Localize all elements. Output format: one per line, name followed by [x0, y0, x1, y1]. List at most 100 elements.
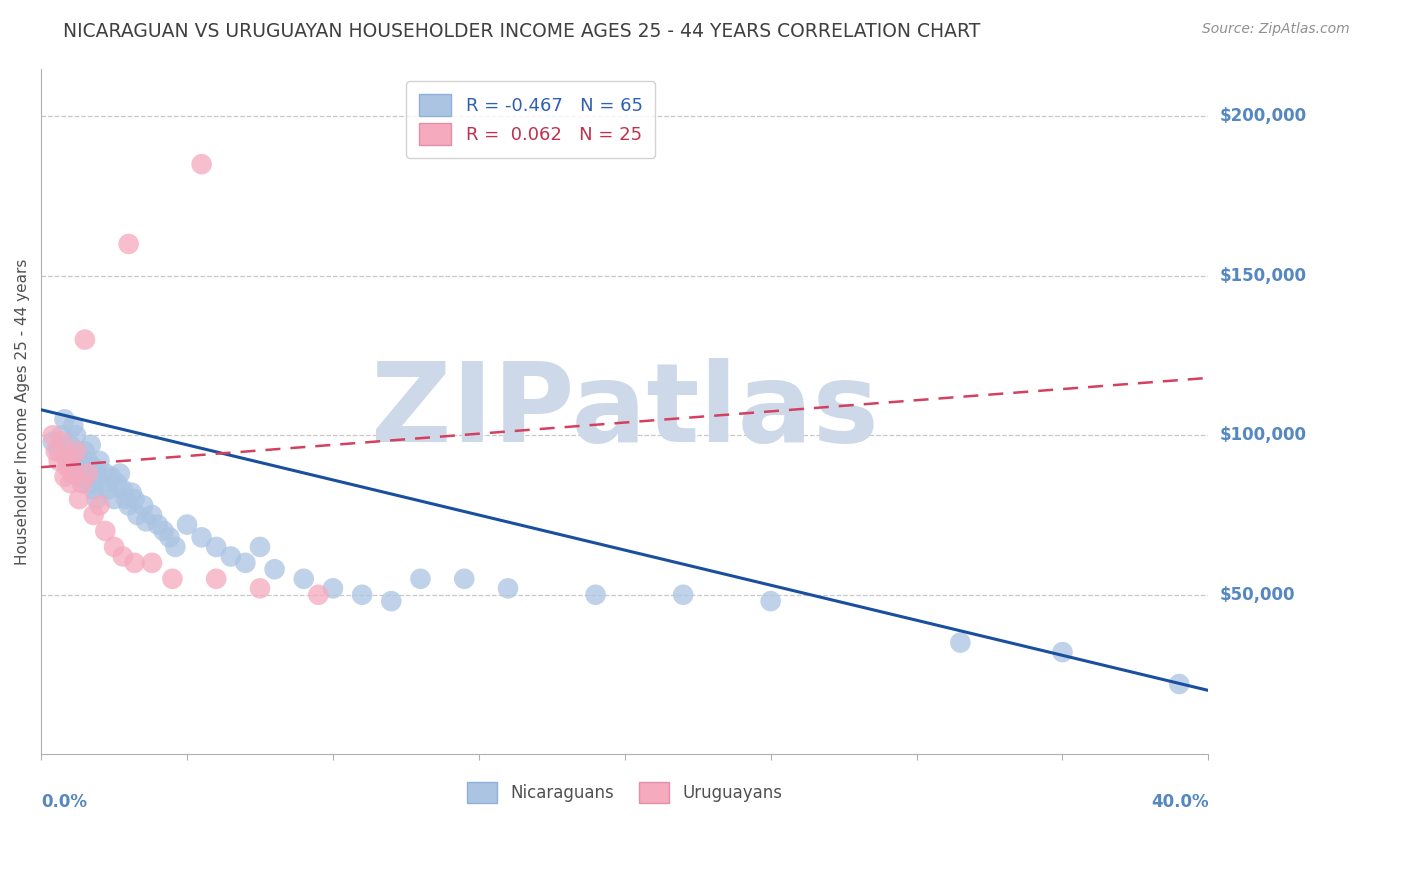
Point — [73, 333, 96, 347]
Point — [322, 582, 344, 596]
Point — [59, 450, 82, 465]
Point — [86, 467, 108, 481]
Point — [146, 517, 169, 532]
Point — [45, 444, 67, 458]
Point — [205, 572, 228, 586]
Point — [108, 467, 131, 481]
Point — [59, 460, 82, 475]
Y-axis label: Householder Income Ages 25 - 44 years: Householder Income Ages 25 - 44 years — [15, 258, 30, 565]
Point — [190, 157, 212, 171]
Point — [307, 588, 329, 602]
Point — [111, 483, 134, 497]
Point — [51, 428, 73, 442]
Point — [190, 530, 212, 544]
Point — [89, 499, 111, 513]
Point — [53, 469, 76, 483]
Point — [70, 476, 93, 491]
Point — [76, 467, 98, 481]
Point — [124, 556, 146, 570]
Point — [73, 460, 96, 475]
Point — [65, 444, 87, 458]
Point — [94, 467, 117, 481]
Point — [176, 517, 198, 532]
Point — [585, 588, 607, 602]
Point — [67, 450, 90, 465]
Point — [121, 485, 143, 500]
Point — [235, 556, 257, 570]
Text: $200,000: $200,000 — [1219, 107, 1306, 126]
Point — [127, 508, 149, 522]
Point — [205, 540, 228, 554]
Point — [453, 572, 475, 586]
Point — [114, 491, 136, 506]
Point — [83, 460, 105, 475]
Point — [48, 444, 70, 458]
Point — [496, 582, 519, 596]
Point — [1052, 645, 1074, 659]
Point — [86, 491, 108, 506]
Point — [97, 483, 120, 497]
Point — [292, 572, 315, 586]
Point — [80, 438, 103, 452]
Point — [62, 467, 84, 481]
Text: Source: ZipAtlas.com: Source: ZipAtlas.com — [1202, 22, 1350, 37]
Point — [62, 467, 84, 481]
Point — [91, 476, 114, 491]
Point — [141, 556, 163, 570]
Point — [76, 454, 98, 468]
Point — [51, 434, 73, 449]
Point — [124, 491, 146, 506]
Point — [42, 428, 65, 442]
Point — [83, 508, 105, 522]
Text: NICARAGUAN VS URUGUAYAN HOUSEHOLDER INCOME AGES 25 - 44 YEARS CORRELATION CHART: NICARAGUAN VS URUGUAYAN HOUSEHOLDER INCO… — [63, 22, 980, 41]
Point — [56, 460, 79, 475]
Point — [65, 428, 87, 442]
Point — [76, 467, 98, 481]
Text: 0.0%: 0.0% — [41, 793, 87, 811]
Text: $100,000: $100,000 — [1219, 426, 1306, 444]
Point — [152, 524, 174, 538]
Point — [118, 499, 141, 513]
Point — [159, 530, 181, 544]
Point — [53, 412, 76, 426]
Legend: Nicaraguans, Uruguayans: Nicaraguans, Uruguayans — [456, 771, 794, 814]
Point — [83, 483, 105, 497]
Text: ZIPatlas: ZIPatlas — [371, 358, 879, 465]
Point — [132, 499, 155, 513]
Point — [42, 434, 65, 449]
Point — [62, 418, 84, 433]
Point — [409, 572, 432, 586]
Point — [105, 476, 128, 491]
Point — [100, 469, 122, 483]
Point — [48, 454, 70, 468]
Point — [111, 549, 134, 564]
Point — [103, 491, 125, 506]
Point — [67, 469, 90, 483]
Point — [219, 549, 242, 564]
Point — [67, 491, 90, 506]
Text: $150,000: $150,000 — [1219, 267, 1306, 285]
Point — [73, 444, 96, 458]
Point — [1168, 677, 1191, 691]
Text: 40.0%: 40.0% — [1150, 793, 1208, 811]
Point — [135, 515, 157, 529]
Point — [70, 476, 93, 491]
Point — [249, 540, 271, 554]
Point — [118, 236, 141, 251]
Point — [80, 476, 103, 491]
Point — [94, 524, 117, 538]
Point — [352, 588, 374, 602]
Point — [759, 594, 782, 608]
Text: $50,000: $50,000 — [1219, 586, 1295, 604]
Point — [162, 572, 184, 586]
Point — [59, 438, 82, 452]
Point — [103, 540, 125, 554]
Point — [672, 588, 695, 602]
Point — [59, 476, 82, 491]
Point — [65, 444, 87, 458]
Point — [249, 582, 271, 596]
Point — [380, 594, 402, 608]
Point — [89, 454, 111, 468]
Point — [263, 562, 285, 576]
Point — [165, 540, 187, 554]
